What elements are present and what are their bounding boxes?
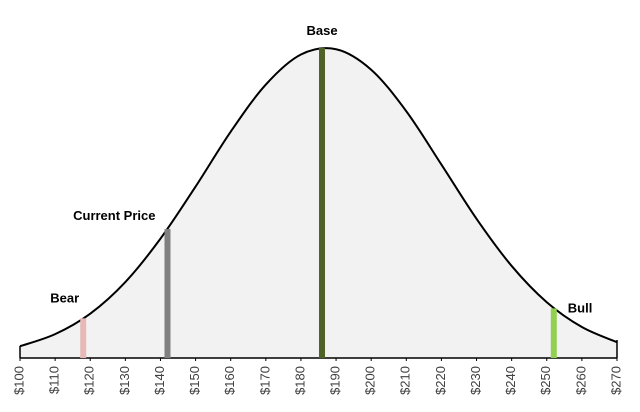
x-tick-label: $150 [187,366,202,395]
x-tick-label: $250 [538,366,553,395]
scenario-bar [80,318,87,358]
x-tick-label: $230 [468,366,483,395]
x-tick-label: $140 [152,366,167,395]
scenario-label: Bear [50,290,79,305]
scenario-bar [319,48,326,358]
x-tick-label: $270 [608,366,623,395]
scenario-label: Current Price [73,208,155,223]
x-tick-label: $210 [398,366,413,395]
scenario-bar [164,229,171,358]
x-tick-label: $190 [327,366,342,395]
density-curve [19,47,618,348]
x-tick-label: $220 [433,366,448,395]
x-tick-label: $180 [292,366,307,395]
x-tick-label: $120 [82,366,97,395]
x-tick-label: $130 [117,366,132,395]
scenario-bar [550,308,557,358]
scenario-label: Bull [568,300,593,315]
area-fill [20,48,617,358]
x-tick-label: $240 [503,366,518,395]
scenario-label: Base [306,23,337,38]
x-tick-label: $200 [363,366,378,395]
x-tick-label: $160 [222,366,237,395]
x-tick-label: $260 [573,366,588,395]
x-tick-label: $110 [47,366,62,394]
x-tick-label: $100 [11,366,26,395]
x-tick-label: $170 [257,366,272,395]
